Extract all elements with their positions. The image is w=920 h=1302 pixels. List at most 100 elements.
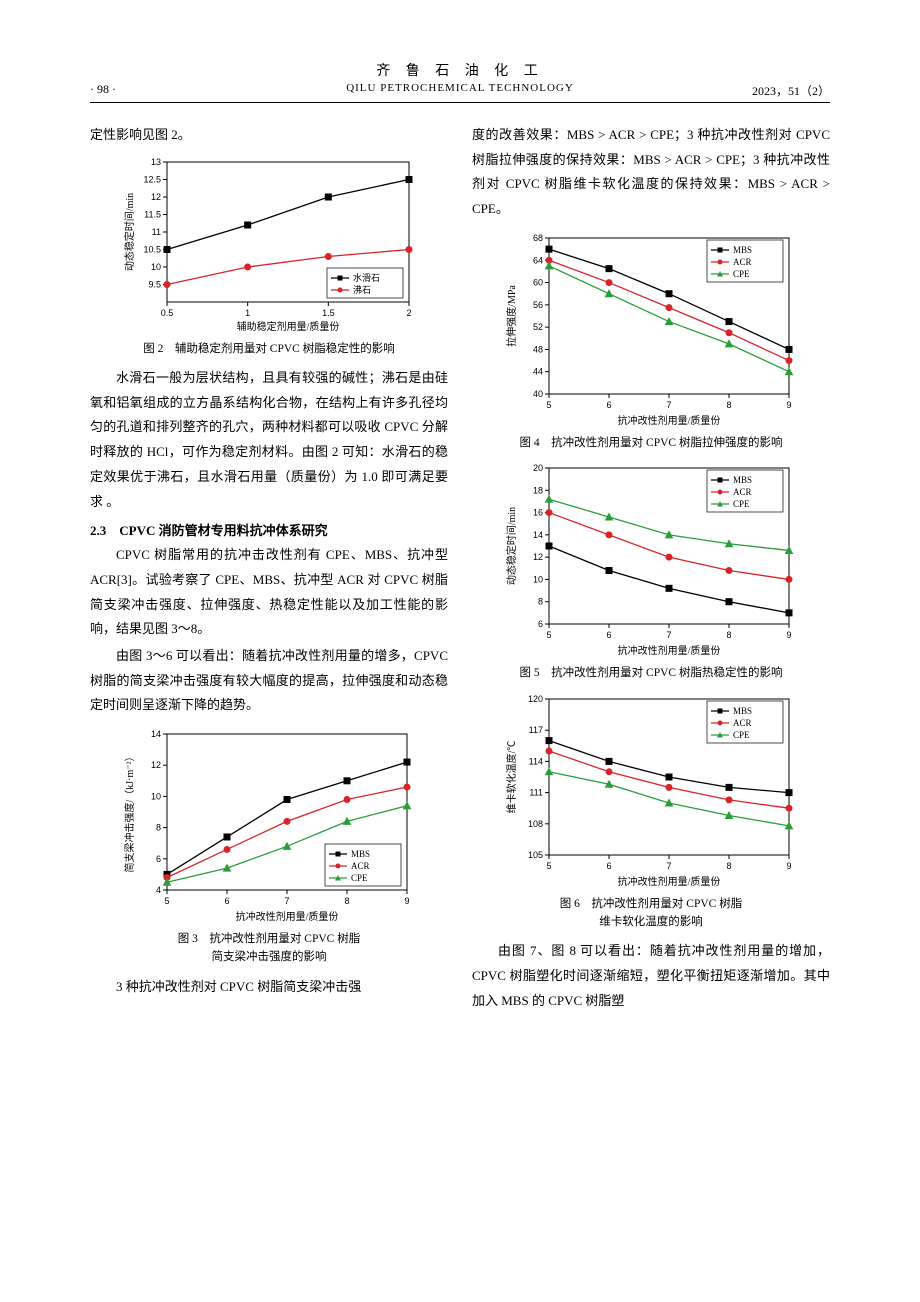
left-column: 定性影响见图 2。 0.511.529.51010.51111.51212.51… [90, 123, 448, 1015]
svg-text:14: 14 [533, 530, 543, 540]
chart-fig4: 567894044485256606468抗冲改性剂用量/质量份拉伸强度/MPa… [501, 230, 801, 430]
para-left-2: 水滑石一般为层状结构，且具有较强的碱性；沸石是由硅氧和铝氧组成的立方晶系结构化合… [90, 366, 448, 514]
two-column-layout: 定性影响见图 2。 0.511.529.51010.51111.51212.51… [90, 123, 830, 1015]
svg-text:ACR: ACR [733, 718, 752, 728]
svg-text:8: 8 [726, 861, 731, 871]
svg-text:60: 60 [533, 277, 543, 287]
svg-text:5: 5 [164, 896, 169, 906]
svg-text:9: 9 [404, 896, 409, 906]
svg-text:2: 2 [406, 308, 411, 318]
svg-text:48: 48 [533, 344, 543, 354]
svg-text:10.5: 10.5 [143, 244, 161, 254]
svg-text:辅助稳定剂用量/质量份: 辅助稳定剂用量/质量份 [237, 320, 340, 333]
fig3-caption-l1: 图 3 抗冲改性剂用量对 CPVC 树脂 [178, 933, 360, 945]
svg-text:维卡软化温度/℃: 维卡软化温度/℃ [505, 740, 518, 813]
svg-text:20: 20 [533, 463, 543, 473]
page-header: · 98 · 齐 鲁 石 油 化 工 QILU PETROCHEMICAL TE… [90, 60, 830, 94]
issue-info: 2023，51（2） [752, 82, 830, 99]
para-left-1: 定性影响见图 2。 [90, 123, 448, 148]
para-left-4: 由图 3～6 可以看出：随着抗冲改性剂用量的增多，CPVC 树脂的简支梁冲击强度… [90, 644, 448, 718]
svg-text:6: 6 [224, 896, 229, 906]
svg-text:MBS: MBS [733, 245, 752, 255]
svg-text:抗冲改性剂用量/质量份: 抗冲改性剂用量/质量份 [618, 414, 721, 427]
svg-text:12: 12 [151, 192, 161, 202]
figure-3: 56789468101214抗冲改性剂用量/质量份简支梁冲击强度/（kJ·m⁻²… [90, 726, 448, 967]
fig6-caption-l2: 维卡软化温度的影响 [599, 916, 703, 928]
fig3-caption-l2: 简支梁冲击强度的影响 [212, 951, 327, 963]
svg-text:40: 40 [533, 389, 543, 399]
svg-text:108: 108 [528, 818, 543, 828]
right-column: 度的改善效果：MBS > ACR > CPE；3 种抗冲改性剂对 CPVC 树脂… [472, 123, 830, 1015]
svg-text:12: 12 [151, 760, 161, 770]
svg-text:64: 64 [533, 255, 543, 265]
para-right-1: 度的改善效果：MBS > ACR > CPE；3 种抗冲改性剂对 CPVC 树脂… [472, 123, 830, 222]
fig3-caption: 图 3 抗冲改性剂用量对 CPVC 树脂 简支梁冲击强度的影响 [90, 930, 448, 967]
chart-fig6: 5 6 7 8 9 105 108 111 114 117 120 抗冲改性剂用量/质量份 维卡软化温度… [501, 691, 801, 891]
svg-text:9.5: 9.5 [148, 279, 161, 289]
svg-text:ACR: ACR [733, 257, 752, 267]
svg-text:抗冲改性剂用量/质量份: 抗冲改性剂用量/质量份 [618, 644, 721, 657]
svg-text:10: 10 [151, 262, 161, 272]
svg-text:11.5: 11.5 [144, 209, 161, 219]
svg-text:7: 7 [666, 400, 671, 410]
svg-text:9: 9 [786, 861, 791, 871]
chart-fig2: 0.511.529.51010.51111.51212.513辅助稳定剂用量/质… [119, 156, 419, 336]
svg-text:111: 111 [529, 787, 543, 797]
svg-text:抗冲改性剂用量/质量份: 抗冲改性剂用量/质量份 [618, 875, 721, 888]
svg-text:11: 11 [152, 227, 161, 237]
svg-text:ACR: ACR [351, 861, 370, 871]
page-number: · 98 · [90, 82, 116, 97]
header-rule [90, 102, 830, 103]
svg-text:114: 114 [529, 756, 543, 766]
figure-4: 567894044485256606468抗冲改性剂用量/质量份拉伸强度/MPa… [472, 230, 830, 452]
svg-text:ACR: ACR [733, 487, 752, 497]
para-left-5: 3 种抗冲改性剂对 CPVC 树脂简支梁冲击强 [90, 975, 448, 1000]
fig5-caption: 图 5 抗冲改性剂用量对 CPVC 树脂热稳定性的影响 [472, 664, 830, 682]
svg-text:12.5: 12.5 [143, 174, 161, 184]
svg-text:7: 7 [666, 630, 671, 640]
svg-text:5: 5 [546, 861, 551, 871]
fig6-caption: 图 6 抗冲改性剂用量对 CPVC 树脂 维卡软化温度的影响 [472, 895, 830, 932]
svg-text:6: 6 [538, 619, 543, 629]
svg-text:6: 6 [606, 861, 611, 871]
svg-text:8: 8 [726, 400, 731, 410]
journal-title-cn: 齐 鲁 石 油 化 工 [90, 60, 830, 80]
svg-text:5: 5 [546, 400, 551, 410]
svg-text:1: 1 [245, 308, 250, 318]
svg-text:抗冲改性剂用量/质量份: 抗冲改性剂用量/质量份 [236, 910, 339, 923]
svg-text:MBS: MBS [733, 475, 752, 485]
svg-text:7: 7 [666, 861, 671, 871]
fig6-caption-l1: 图 6 抗冲改性剂用量对 CPVC 树脂 [560, 898, 742, 910]
svg-text:CPE: CPE [733, 269, 750, 279]
chart-fig3: 56789468101214抗冲改性剂用量/质量份简支梁冲击强度/（kJ·m⁻²… [119, 726, 419, 926]
svg-text:6: 6 [156, 854, 161, 864]
svg-text:MBS: MBS [733, 706, 752, 716]
svg-text:6: 6 [606, 630, 611, 640]
chart-fig5: 5678968101214161820抗冲改性剂用量/质量份动态稳定时间/min… [501, 460, 801, 660]
svg-text:16: 16 [533, 508, 543, 518]
journal-title-en: QILU PETROCHEMICAL TECHNOLOGY [90, 82, 830, 94]
svg-text:9: 9 [786, 400, 791, 410]
svg-text:8: 8 [538, 597, 543, 607]
svg-text:简支梁冲击强度/（kJ·m⁻²）: 简支梁冲击强度/（kJ·m⁻²） [123, 751, 136, 872]
svg-text:14: 14 [151, 729, 161, 739]
svg-text:52: 52 [533, 322, 543, 332]
svg-text:56: 56 [533, 300, 543, 310]
svg-text:120: 120 [528, 694, 543, 704]
svg-text:105: 105 [528, 850, 543, 860]
fig4-caption: 图 4 抗冲改性剂用量对 CPVC 树脂拉伸强度的影响 [472, 434, 830, 452]
svg-text:水滑石: 水滑石 [353, 272, 380, 283]
svg-text:8: 8 [344, 896, 349, 906]
svg-text:拉伸强度/MPa: 拉伸强度/MPa [505, 284, 518, 346]
svg-text:117: 117 [529, 725, 543, 735]
svg-text:6: 6 [606, 400, 611, 410]
svg-text:CPE: CPE [351, 873, 368, 883]
svg-text:CPE: CPE [733, 499, 750, 509]
svg-text:10: 10 [151, 791, 161, 801]
svg-text:10: 10 [533, 575, 543, 585]
svg-text:1.5: 1.5 [322, 308, 335, 318]
svg-text:7: 7 [284, 896, 289, 906]
para-right-2: 由图 7、图 8 可以看出：随着抗冲改性剂用量的增加，CPVC 树脂塑化时间逐渐… [472, 939, 830, 1013]
section-2-3-head: 2.3 CPVC 消防管材专用料抗冲体系研究 [90, 520, 448, 539]
svg-text:动态稳定时间/min: 动态稳定时间/min [505, 507, 518, 585]
